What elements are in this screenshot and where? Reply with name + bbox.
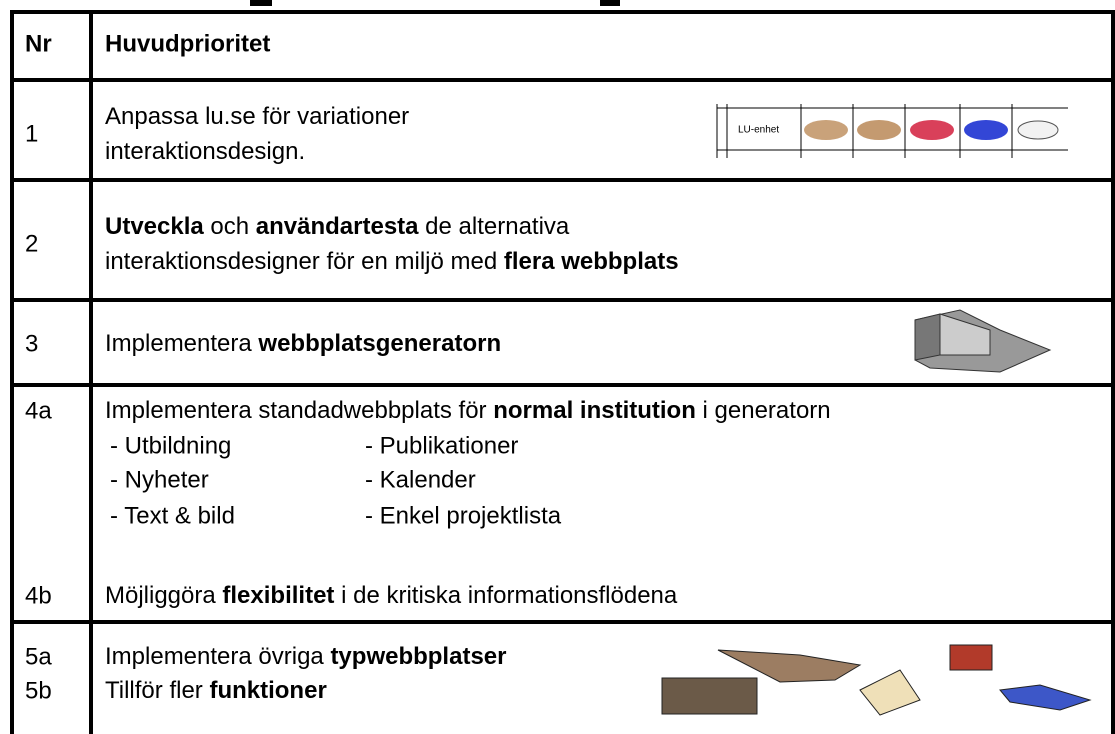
row-number: 3 xyxy=(25,330,38,357)
text-segment: och xyxy=(204,213,256,240)
row-number: 4b xyxy=(25,582,52,609)
row-number: 5b xyxy=(25,677,52,704)
text-segment: webbplatsgeneratorn xyxy=(257,330,501,357)
table-grid xyxy=(10,10,1115,734)
row-number: 5a xyxy=(25,643,52,670)
row-text: interaktionsdesigner för en miljö med fl… xyxy=(105,248,679,275)
row-text: Implementera övriga typwebbplatser xyxy=(105,643,506,670)
text-segment: typwebbplatser xyxy=(330,643,506,670)
text-segment: interaktionsdesign. xyxy=(105,138,305,165)
row-number: 4a xyxy=(25,397,52,424)
list-item: - Publikationer xyxy=(365,432,518,459)
text-segment: interaktionsdesigner för en miljö med xyxy=(105,248,504,275)
row-number: 2 xyxy=(25,230,38,257)
text-segment: användartesta xyxy=(256,213,419,240)
text-segment: normal institution xyxy=(493,397,696,424)
text-segment: Utveckla xyxy=(105,213,204,240)
row-text: Anpassa lu.se för variationer xyxy=(105,103,409,130)
text-segment: flexibilitet xyxy=(222,582,334,609)
row-text: Utveckla och användartesta de alternativ… xyxy=(105,213,570,240)
list-item: - Enkel projektlista xyxy=(365,502,562,529)
list-item: - Utbildning xyxy=(110,432,231,459)
row-text: Implementera standadwebbplats för normal… xyxy=(105,397,831,424)
header-nr: Nr xyxy=(25,30,52,57)
cars-image: LU-enhet xyxy=(716,104,1068,158)
list-item: - Nyheter xyxy=(110,466,209,493)
row-text: Implementera webbplatsgeneratorn xyxy=(105,330,501,357)
text-segment: Implementera xyxy=(105,330,258,357)
text-segment: i de kritiska informationsflödena xyxy=(334,582,677,609)
building-image xyxy=(914,309,1052,373)
header-title: Huvudprioritet xyxy=(105,30,270,57)
row-text: interaktionsdesign. xyxy=(105,138,305,165)
text-segment: Tillför fler xyxy=(105,677,209,704)
row-number: 1 xyxy=(25,120,38,147)
row-text: Möjliggöra flexibilitet i de kritiska in… xyxy=(105,582,678,609)
text-segment: Anpassa lu.se för variationer xyxy=(105,103,409,130)
text-segment: de alternativa xyxy=(419,213,570,240)
vehicles-image xyxy=(661,644,1092,716)
title-fragments xyxy=(250,0,620,6)
text-segment: Implementera övriga xyxy=(105,643,330,670)
list-item: - Text & bild xyxy=(110,502,235,529)
text-segment: Möjliggöra xyxy=(105,582,222,609)
text-segment: funktioner xyxy=(209,677,326,704)
list-item: - Kalender xyxy=(365,466,476,493)
text-segment: Implementera standadwebbplats för xyxy=(105,397,493,424)
image-label: LU-enhet xyxy=(738,125,779,136)
text-segment: flera webbplats xyxy=(504,248,679,275)
text-segment: i generatorn xyxy=(696,397,831,424)
row-text: Tillför fler funktioner xyxy=(105,677,327,704)
